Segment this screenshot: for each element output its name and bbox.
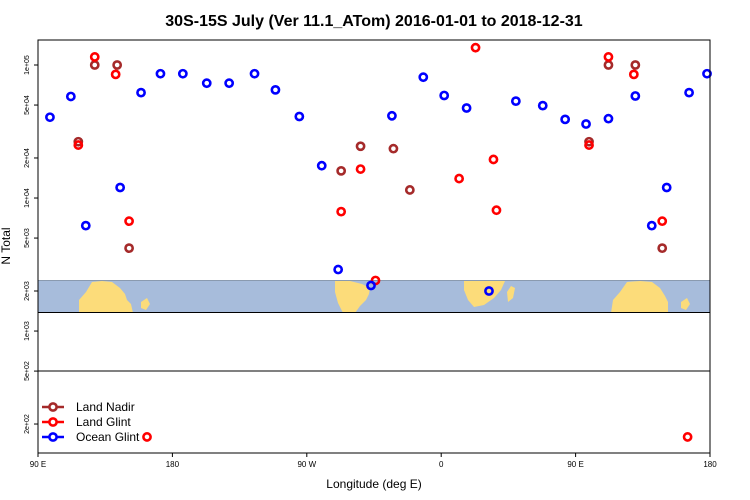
legend-label-ocean-glint: Ocean Glint xyxy=(76,430,140,444)
land-glint-point xyxy=(682,432,693,442)
ocean-glint-point xyxy=(45,112,55,123)
land-nadir-point xyxy=(388,143,399,154)
ocean-glint-point xyxy=(316,160,327,171)
ocean-glint-point xyxy=(136,87,146,98)
legend-label-land-glint: Land Glint xyxy=(76,415,131,429)
ocean-glint-point xyxy=(684,87,694,98)
y-tick-label: 1e+04 xyxy=(24,188,31,208)
ocean-glint-point xyxy=(270,84,281,95)
x-axis-ticks: 90 E 180 90 W 0 90 E 180 xyxy=(30,453,717,469)
ocean-glint-point xyxy=(630,91,641,101)
y-tick-label: 5e+04 xyxy=(24,95,31,115)
ocean-glint-point xyxy=(560,114,571,125)
legend-marker-ocean-glint xyxy=(48,432,58,442)
land-australia-right xyxy=(611,281,668,313)
legend-label-land-nadir: Land Nadir xyxy=(76,400,135,414)
y-tick-label: 2e+03 xyxy=(24,281,31,301)
y-tick-label: 2e+02 xyxy=(24,414,31,434)
ocean-glint-point xyxy=(201,78,212,89)
land-glint-point xyxy=(584,140,594,150)
ocean-glint-point xyxy=(418,72,429,83)
y-axis-label: N Total xyxy=(0,227,13,264)
ocean-glint-point xyxy=(249,68,260,79)
y-tick-label: 1e+05 xyxy=(24,55,31,75)
ocean-glint-point xyxy=(461,103,472,113)
land-glint-point xyxy=(110,69,121,80)
land-nadir-point xyxy=(404,185,415,195)
ocean-glint-point xyxy=(702,68,712,79)
land-new-zealand-right xyxy=(681,298,690,310)
land-nadir-point xyxy=(584,136,594,147)
land-nadir-point xyxy=(630,60,641,70)
chart-title: 30S-15S July (Ver 11.1_ATom) 2016-01-01 … xyxy=(165,13,583,30)
ocean-glint-point xyxy=(439,90,450,101)
land-glint-point xyxy=(355,164,366,174)
land-nadir-point xyxy=(73,136,84,147)
x-tick-label: 90 E xyxy=(567,460,583,469)
land-glint-point xyxy=(124,216,134,227)
y-tick-label: 1e+03 xyxy=(24,321,31,341)
x-tick-label: 0 xyxy=(439,460,444,469)
land-glint-point xyxy=(89,52,100,62)
land-glint-point xyxy=(73,140,84,150)
ocean-glint-point xyxy=(224,78,235,89)
x-tick-label: 180 xyxy=(703,460,717,469)
land-nadir-point xyxy=(89,60,100,70)
land-nadir-point xyxy=(124,243,134,254)
land-south-america xyxy=(335,281,370,313)
ocean-glint-point xyxy=(155,68,166,79)
x-tick-label: 90 W xyxy=(297,460,316,469)
ocean-glint-point xyxy=(537,100,548,111)
land-nadir-point xyxy=(603,60,614,70)
land-nadir-point xyxy=(336,165,347,176)
ocean-glint-point xyxy=(333,264,344,275)
land-nadir-point xyxy=(657,243,668,254)
x-tick-label: 90 E xyxy=(30,460,46,469)
land-glint-point xyxy=(491,205,502,216)
y-tick-label: 2e+04 xyxy=(24,148,31,168)
y-axis-ticks: 2e+02 5e+02 1e+03 2e+03 5e+03 1e+04 2e+04 5e+04… xyxy=(24,55,38,434)
land-madagascar xyxy=(507,286,515,302)
ocean-glint-point xyxy=(115,182,126,193)
x-axis-label: Longitude (deg E) xyxy=(326,477,421,491)
ocean-glint-point xyxy=(177,68,188,79)
land-glint-point xyxy=(628,69,639,80)
ocean-glint-point xyxy=(510,96,521,107)
ocean-glint-point xyxy=(366,280,376,291)
ocean-glint-point xyxy=(581,119,591,129)
ocean-glint-point xyxy=(484,286,494,296)
x-tick-label: 180 xyxy=(166,460,180,469)
ocean-glint-point xyxy=(646,220,657,231)
land-glint-point xyxy=(603,52,614,62)
legend-marker-land-nadir xyxy=(48,402,58,412)
ocean-glint-point xyxy=(387,110,397,121)
land-glint-point xyxy=(657,216,668,227)
land-glint-point xyxy=(470,42,481,53)
land-glint-point xyxy=(454,173,465,184)
land-africa xyxy=(464,281,505,307)
land-nadir-point xyxy=(112,60,123,70)
plot-frame xyxy=(37,39,711,454)
y-tick-label: 5e+02 xyxy=(24,361,31,381)
land-glint-point xyxy=(336,206,347,217)
ocean-glint-point xyxy=(661,182,672,193)
ocean-glint-point xyxy=(80,220,91,231)
land-australia-left xyxy=(79,281,133,313)
land-new-zealand-left xyxy=(141,298,150,310)
land-glint-point xyxy=(488,154,499,165)
data-points xyxy=(45,42,712,442)
y-tick-label: 5e+03 xyxy=(24,228,31,248)
ocean-glint-point xyxy=(294,111,305,122)
legend-marker-land-glint xyxy=(48,417,58,427)
land-glint-point xyxy=(142,432,152,442)
ocean-glint-point xyxy=(603,113,614,124)
ocean-glint-point xyxy=(65,91,76,102)
land-nadir-point xyxy=(355,141,366,152)
